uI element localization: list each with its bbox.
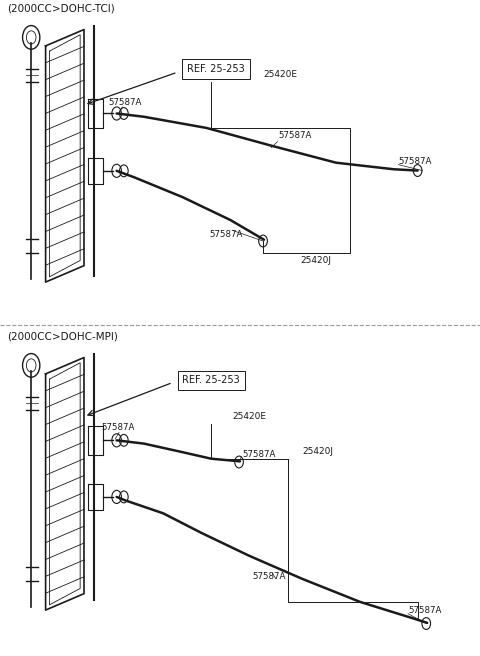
Text: 57587A: 57587A	[398, 157, 432, 166]
Text: REF. 25-253: REF. 25-253	[182, 375, 240, 386]
Text: 25420E: 25420E	[264, 70, 298, 79]
Text: 57587A: 57587A	[278, 131, 312, 140]
Text: REF. 25-253: REF. 25-253	[187, 64, 245, 74]
Text: 57587A: 57587A	[108, 98, 142, 107]
Text: 57587A: 57587A	[242, 450, 276, 459]
Text: 57587A: 57587A	[408, 606, 442, 615]
Text: 57587A: 57587A	[101, 424, 134, 432]
Text: (2000CC>DOHC-MPI): (2000CC>DOHC-MPI)	[7, 331, 118, 341]
Text: 57587A: 57587A	[209, 230, 242, 239]
Text: 25420E: 25420E	[233, 413, 266, 421]
Text: 25420J: 25420J	[302, 447, 334, 456]
Text: (2000CC>DOHC-TCI): (2000CC>DOHC-TCI)	[7, 3, 115, 13]
Text: 25420J: 25420J	[301, 256, 332, 265]
Text: 57587A: 57587A	[252, 572, 286, 581]
